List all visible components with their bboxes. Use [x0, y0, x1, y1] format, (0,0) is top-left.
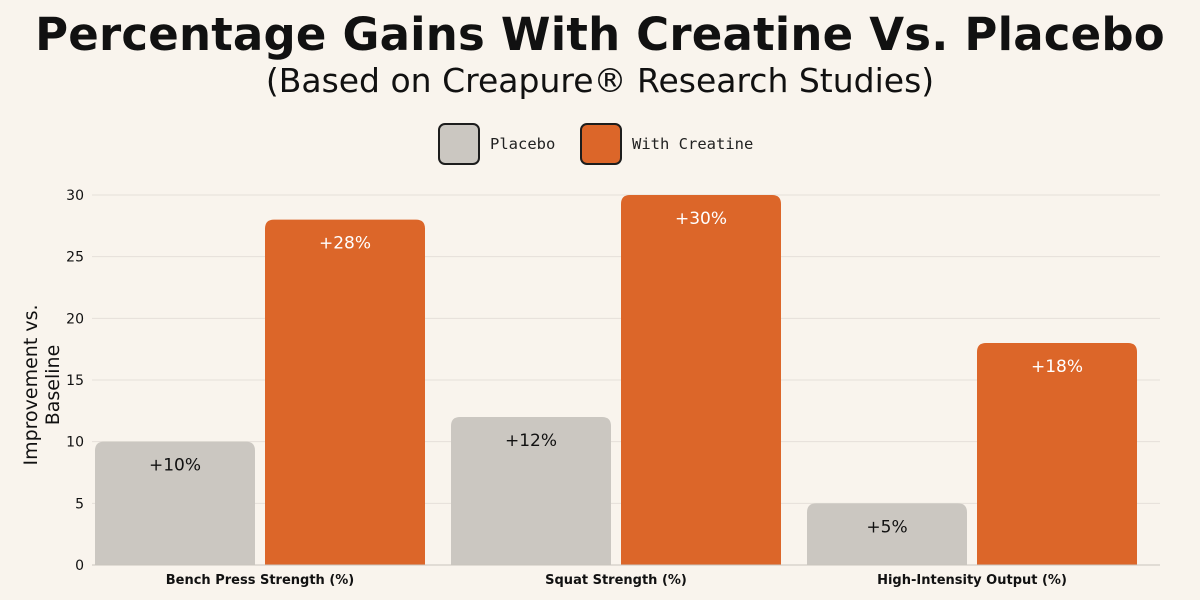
- x-tick-label: Bench Press Strength (%): [166, 573, 355, 588]
- chart-title: Percentage Gains With Creatine Vs. Place…: [35, 8, 1165, 61]
- y-tick-label: 25: [66, 250, 84, 266]
- legend-label-placebo: Placebo: [490, 135, 556, 153]
- chart-subtitle: (Based on Creapure® Research Studies): [265, 61, 935, 100]
- data-label: +18%: [1031, 357, 1083, 377]
- legend-item-placebo: Placebo: [438, 122, 555, 166]
- x-tick-label: High-Intensity Output (%): [877, 573, 1067, 588]
- y-tick-label: 10: [66, 435, 84, 451]
- data-label: +30%: [675, 209, 727, 229]
- legend-swatch-creatine: [580, 123, 622, 165]
- bar-creatine: [621, 195, 781, 565]
- y-tick-label: 30: [66, 188, 84, 204]
- bar-creatine: [265, 219, 425, 565]
- y-tick-label: 5: [75, 496, 84, 512]
- bar-placebo: [807, 503, 967, 565]
- y-tick-label: 15: [66, 373, 84, 389]
- data-label: +12%: [505, 431, 557, 451]
- data-label: +10%: [149, 456, 201, 476]
- y-tick-label: 0: [75, 558, 84, 574]
- bar-placebo: [451, 417, 611, 565]
- bar-placebo: [95, 441, 255, 565]
- bar-creatine: [977, 343, 1137, 565]
- y-tick-label: 20: [66, 311, 84, 327]
- legend-item-creatine: With Creatine: [580, 122, 753, 166]
- legend-swatch-placebo: [438, 123, 480, 165]
- legend: Placebo With Creatine: [0, 122, 1200, 166]
- legend-label-creatine: With Creatine: [632, 135, 754, 153]
- data-label: +28%: [319, 234, 371, 254]
- data-label: +5%: [866, 517, 907, 537]
- x-tick-label: Squat Strength (%): [545, 573, 687, 588]
